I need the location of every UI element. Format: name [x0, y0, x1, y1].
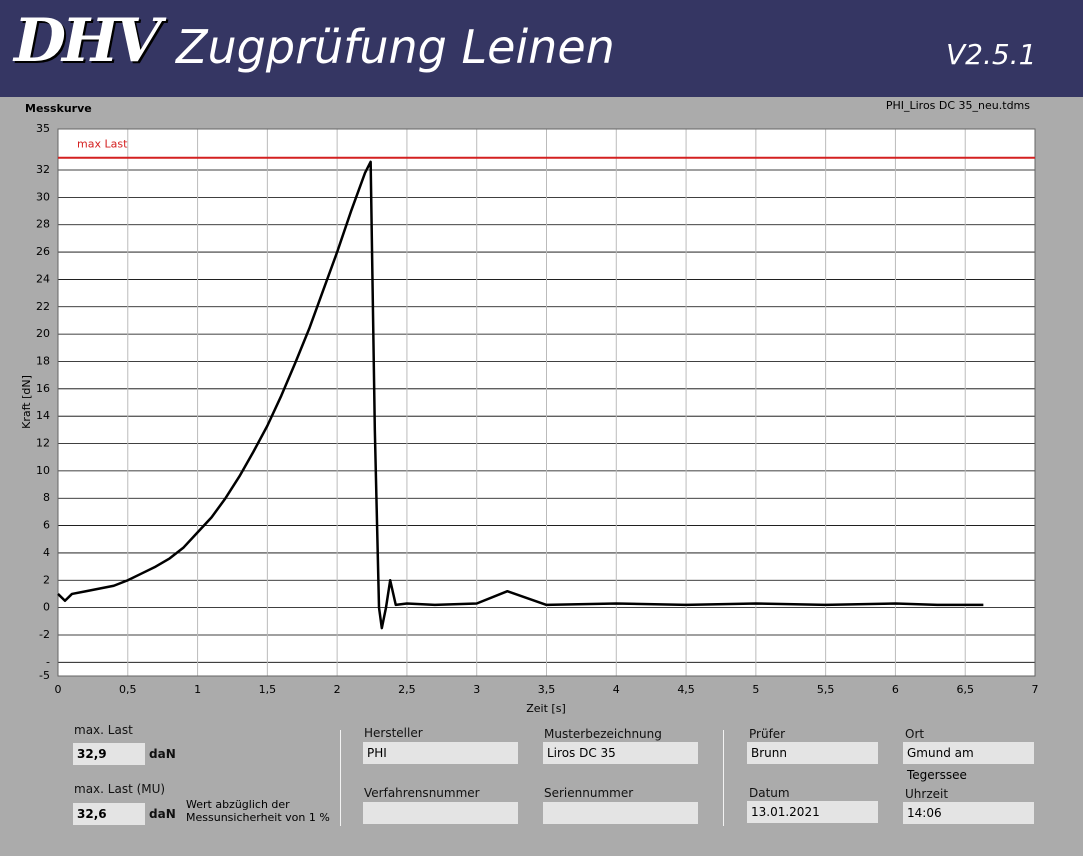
y-tick-label: 8 — [43, 491, 50, 504]
y-tick-label: 0 — [43, 601, 50, 614]
chart-title: Messkurve — [25, 102, 92, 115]
field-value[interactable]: Liros DC 35 — [543, 742, 698, 764]
y-tick-label: 35 — [36, 122, 50, 135]
field-label: Musterbezeichnung — [544, 727, 662, 741]
x-tick-label: 2 — [334, 683, 341, 696]
field-value[interactable]: PHI — [363, 742, 518, 764]
y-tick-label: 20 — [36, 327, 50, 340]
x-tick-label: 4 — [613, 683, 620, 696]
result-value: 32,6 — [73, 803, 145, 825]
y-tick-label: 6 — [43, 519, 50, 532]
file-name: PHI_Liros DC 35_neu.tdms — [886, 99, 1030, 112]
force-curve — [57, 160, 984, 630]
field-value[interactable]: 14:06 — [903, 802, 1034, 824]
x-tick-label: 0,5 — [119, 683, 137, 696]
y-tick-label: 16 — [36, 382, 50, 395]
field-label: Ort — [905, 727, 925, 741]
field-value[interactable]: Brunn — [747, 742, 878, 764]
y-tick-label: 14 — [36, 409, 50, 422]
x-tick-label: 4,5 — [677, 683, 695, 696]
field-value[interactable] — [543, 802, 698, 824]
x-axis-label: Zeit [s] — [526, 702, 565, 715]
app-title: Zugprüfung Leinen — [176, 20, 615, 74]
y-tick-label: - — [46, 655, 50, 668]
y-tick-label: 2 — [43, 573, 50, 586]
unit: daN — [149, 807, 176, 821]
version: V2.5.1 — [946, 38, 1037, 71]
field-label: Seriennummer — [544, 786, 634, 800]
x-tick-label: 3,5 — [538, 683, 556, 696]
y-axis-label: Kraft [dN] — [20, 375, 33, 429]
x-tick-label: 1 — [194, 683, 201, 696]
x-tick-label: 6,5 — [956, 683, 974, 696]
x-tick-label: 2,5 — [398, 683, 416, 696]
note: Wert abzüglich der Messunsicherheit von … — [186, 798, 330, 824]
x-tick-label: 1,5 — [259, 683, 277, 696]
y-tick-label: 4 — [43, 546, 50, 559]
x-tick-label: 6 — [892, 683, 899, 696]
logo: DHV — [14, 6, 161, 76]
separator — [340, 730, 341, 826]
y-tick-label: 30 — [36, 190, 50, 203]
y-tick-label: 26 — [36, 245, 50, 258]
header — [0, 0, 1083, 97]
reference-label: max Last — [77, 138, 128, 151]
field-label: Hersteller — [364, 726, 423, 740]
y-tick-label: -2 — [39, 628, 50, 641]
field-value[interactable]: 13.01.2021 — [747, 801, 878, 823]
x-tick-label: 5 — [752, 683, 759, 696]
field-label: Verfahrensnummer — [364, 786, 480, 800]
x-tick-label: 5,5 — [817, 683, 835, 696]
result-value: 32,9 — [73, 743, 145, 765]
field-value[interactable] — [363, 802, 518, 824]
unit: daN — [149, 747, 176, 761]
field-label: max. Last — [74, 723, 133, 737]
y-tick-label: -5 — [39, 669, 50, 682]
y-tick-label: 18 — [36, 354, 50, 367]
field-label: Uhrzeit — [905, 787, 949, 801]
y-tick-label: 12 — [36, 437, 50, 450]
x-tick-label: 0 — [55, 683, 62, 696]
field-value[interactable]: Gmund am Tegerssee — [903, 742, 1034, 782]
y-tick-label: 28 — [36, 218, 50, 231]
plot-border — [57, 128, 1036, 677]
y-tick-label: 24 — [36, 272, 50, 285]
y-tick-label: 32 — [36, 163, 50, 176]
separator — [723, 730, 724, 826]
y-tick-label: 22 — [36, 300, 50, 313]
field-label: Prüfer — [749, 727, 786, 741]
field-label: Datum — [749, 786, 790, 800]
y-tick-label: 10 — [36, 464, 50, 477]
field-label: max. Last (MU) — [74, 782, 166, 796]
x-tick-label: 7 — [1032, 683, 1039, 696]
x-tick-label: 3 — [473, 683, 480, 696]
